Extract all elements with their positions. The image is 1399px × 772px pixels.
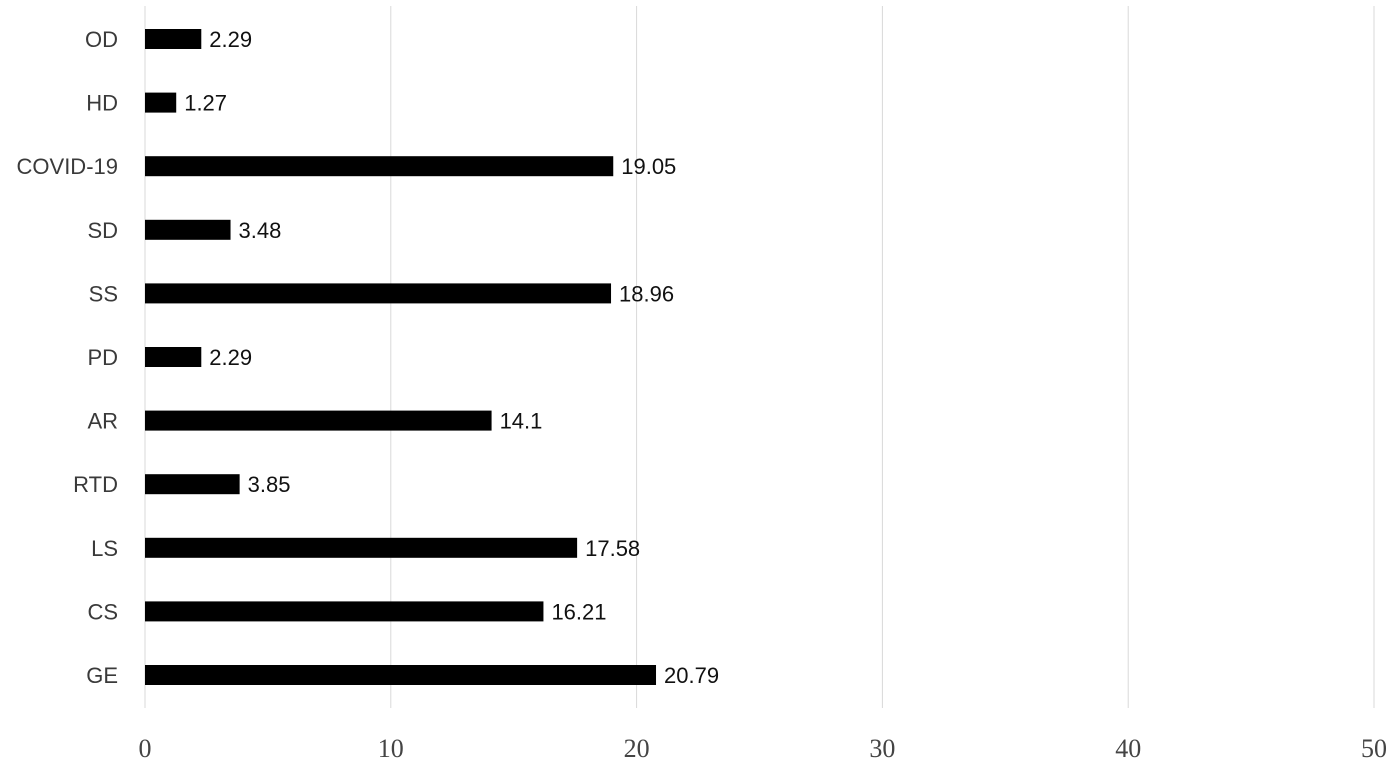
category-label-pd: PD (87, 345, 118, 370)
x-tick-label-50: 50 (1361, 734, 1387, 763)
value-label-cs: 16.21 (551, 599, 606, 624)
x-tick-label-40: 40 (1115, 734, 1141, 763)
value-label-ss: 18.96 (619, 281, 674, 306)
x-tick-label-10: 10 (378, 734, 404, 763)
category-label-ge: GE (86, 663, 118, 688)
value-label-ge: 20.79 (664, 663, 719, 688)
value-label-od: 2.29 (209, 27, 252, 52)
x-tick-label-20: 20 (624, 734, 650, 763)
category-label-ss: SS (89, 281, 118, 306)
bar-ls (145, 537, 578, 558)
bar-ss (145, 283, 612, 304)
bar-rtd (145, 474, 240, 495)
category-label-rtd: RTD (73, 472, 118, 497)
bar-cs (145, 601, 544, 622)
x-tick-label-0: 0 (139, 734, 152, 763)
value-label-sd: 3.48 (239, 218, 282, 243)
bar-covid-19 (145, 156, 614, 177)
gridlines (144, 6, 1375, 708)
bar-od (145, 29, 202, 49)
value-label-pd: 2.29 (209, 345, 252, 370)
bar-hd (145, 92, 177, 113)
x-tick-label-30: 30 (869, 734, 895, 763)
value-label-ar: 14.1 (500, 409, 543, 434)
bars (145, 29, 657, 685)
category-label-hd: HD (86, 91, 118, 116)
value-label-hd: 1.27 (184, 91, 227, 116)
labels: 0 10 20 30 40 50 GE 20.79 CS 16.21 LS 17.58 RTD 3.85 A… (17, 27, 1387, 763)
bar-ge (145, 665, 657, 685)
bar-sd (145, 219, 231, 240)
category-label-od: OD (85, 27, 118, 52)
value-label-covid-19: 19.05 (621, 154, 676, 179)
category-label-covid-19: COVID-19 (17, 154, 118, 179)
category-label-cs: CS (87, 599, 118, 624)
category-label-ls: LS (91, 536, 118, 561)
value-label-ls: 17.58 (585, 536, 640, 561)
category-label-sd: SD (87, 218, 118, 243)
category-label-ar: AR (87, 409, 118, 434)
value-label-rtd: 3.85 (248, 472, 291, 497)
bar-pd (145, 347, 202, 367)
bar-ar (145, 410, 492, 431)
